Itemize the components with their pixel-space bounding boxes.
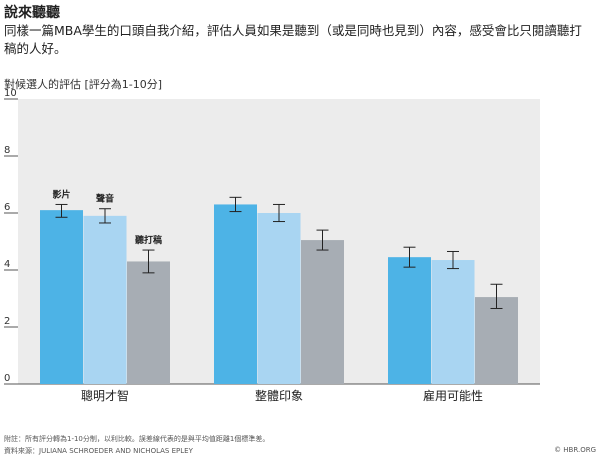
- copyright: © HBR.ORG: [554, 446, 596, 454]
- bar-3-3: [475, 297, 518, 384]
- y-tick-label: 4: [4, 259, 10, 270]
- series-label: 聲音: [96, 193, 114, 205]
- series-label: 影片: [52, 188, 70, 200]
- error-bar: [490, 283, 503, 309]
- category-labels: 聰明才智 整體印象 雇用可能性: [81, 388, 483, 403]
- error-bar: [316, 229, 329, 251]
- error-bar: [403, 246, 416, 268]
- error-bar: [229, 196, 242, 213]
- y-tick-label: 2: [4, 316, 10, 327]
- bar-3-2: [301, 240, 344, 384]
- bar-3-1: [127, 261, 170, 384]
- category-label: 聰明才智: [81, 388, 129, 403]
- y-tick-label: 8: [4, 145, 10, 156]
- bar-2-1: [83, 215, 127, 384]
- error-bar: [99, 208, 111, 224]
- chart-title: 說來聽聽: [4, 5, 60, 21]
- bar-1-1: [40, 210, 83, 384]
- y-tick-label: 6: [4, 202, 10, 213]
- footnote: 附註：所有評分轉為1-10分制，以利比較。誤差線代表的是與平均值距離1個標準差。: [4, 435, 270, 443]
- source-note: 資料來源：JULIANA SCHROEDER AND NICHOLAS EPLE…: [4, 447, 193, 455]
- y-tick-label: 10: [4, 88, 17, 99]
- y-axis-label: 對候選人的評估 [評分為1-10分]: [4, 78, 163, 91]
- chart-subtitle: 同樣一篇MBA學生的口頭自我介紹，評估人員如果是聽到（或是同時也見到）內容，感受…: [4, 23, 582, 56]
- error-bar: [273, 203, 285, 223]
- category-label: 整體印象: [255, 388, 303, 403]
- error-bar: [447, 250, 459, 270]
- bar-1-3: [388, 257, 431, 384]
- y-tick-label: 0: [4, 373, 10, 384]
- error-bar: [142, 249, 155, 274]
- category-label: 雇用可能性: [423, 388, 483, 403]
- bar-2-3: [431, 260, 475, 384]
- bar-1-2: [214, 204, 257, 384]
- series-label: 聽打稿: [135, 234, 162, 246]
- bar-2-2: [257, 213, 301, 384]
- error-bar: [55, 203, 68, 218]
